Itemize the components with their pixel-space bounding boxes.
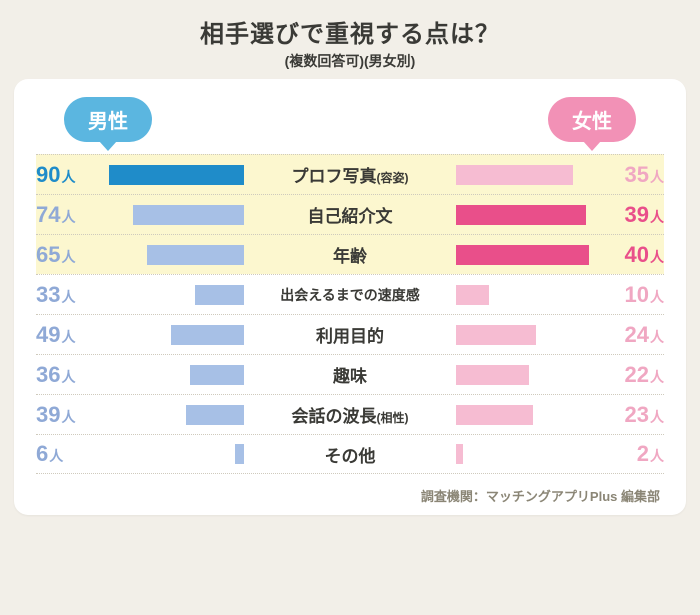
male-badge: 男性 xyxy=(64,97,152,142)
category-label: 利用目的 xyxy=(244,322,456,347)
category-label: 年齢 xyxy=(244,242,456,267)
male-count: 74人 xyxy=(36,202,94,228)
male-count: 36人 xyxy=(36,362,94,388)
female-count: 40人 xyxy=(606,242,664,268)
category-label: 趣味 xyxy=(244,362,456,387)
category-label: プロフ写真(容姿) xyxy=(244,162,456,187)
category-label: 出会えるまでの速度感 xyxy=(244,285,456,305)
female-count: 2人 xyxy=(606,441,664,467)
chart-row: 33人 出会えるまでの速度感 10人 xyxy=(36,274,664,314)
female-bar xyxy=(456,205,586,225)
female-count: 39人 xyxy=(606,202,664,228)
category-label: 会話の波長(相性) xyxy=(244,402,456,427)
male-count: 33人 xyxy=(36,282,94,308)
female-count: 10人 xyxy=(606,282,664,308)
category-label: その他 xyxy=(244,442,456,467)
female-bar xyxy=(456,165,573,185)
male-bar xyxy=(195,285,245,305)
male-bar xyxy=(147,245,245,265)
male-count: 49人 xyxy=(36,322,94,348)
female-bar xyxy=(456,325,536,345)
page-subtitle: (複数回答可)(男女別) xyxy=(14,51,686,71)
credit-line: 調査機関：マッチングアプリPlus 編集部 xyxy=(36,486,660,505)
chart-row: 49人 利用目的 24人 xyxy=(36,314,664,354)
diverging-bar-chart: 90人 プロフ写真(容姿) 35人 74人 自己紹介文 39人 65人 年齢 40人 33人 出会え… xyxy=(36,154,664,474)
male-count: 65人 xyxy=(36,242,94,268)
chart-row: 74人 自己紹介文 39人 xyxy=(36,194,664,234)
female-count: 24人 xyxy=(606,322,664,348)
chart-row: 90人 プロフ写真(容姿) 35人 xyxy=(36,154,664,194)
male-count: 6人 xyxy=(36,441,94,467)
female-count: 22人 xyxy=(606,362,664,388)
chart-card: 男性 女性 90人 プロフ写真(容姿) 35人 74人 自己紹介文 39人 65人 年齢 40人… xyxy=(14,79,686,515)
chart-row: 39人 会話の波長(相性) 23人 xyxy=(36,394,664,434)
male-bar xyxy=(190,365,244,385)
male-bar xyxy=(133,205,244,225)
female-bar xyxy=(456,285,489,305)
female-bar xyxy=(456,405,533,425)
female-bar xyxy=(456,365,529,385)
male-bar xyxy=(109,165,244,185)
page-title: 相手選びで重視する点は？ xyxy=(14,14,686,49)
female-bar xyxy=(456,444,463,464)
female-count: 23人 xyxy=(606,402,664,428)
male-bar xyxy=(235,444,244,464)
category-label: 自己紹介文 xyxy=(244,202,456,227)
female-badge: 女性 xyxy=(548,97,636,142)
male-count: 39人 xyxy=(36,402,94,428)
male-bar xyxy=(171,325,245,345)
chart-row: 6人 その他 2人 xyxy=(36,434,664,474)
female-bar xyxy=(456,245,589,265)
male-bar xyxy=(186,405,245,425)
chart-row: 65人 年齢 40人 xyxy=(36,234,664,274)
male-count: 90人 xyxy=(36,162,94,188)
chart-row: 36人 趣味 22人 xyxy=(36,354,664,394)
female-count: 35人 xyxy=(606,162,664,188)
